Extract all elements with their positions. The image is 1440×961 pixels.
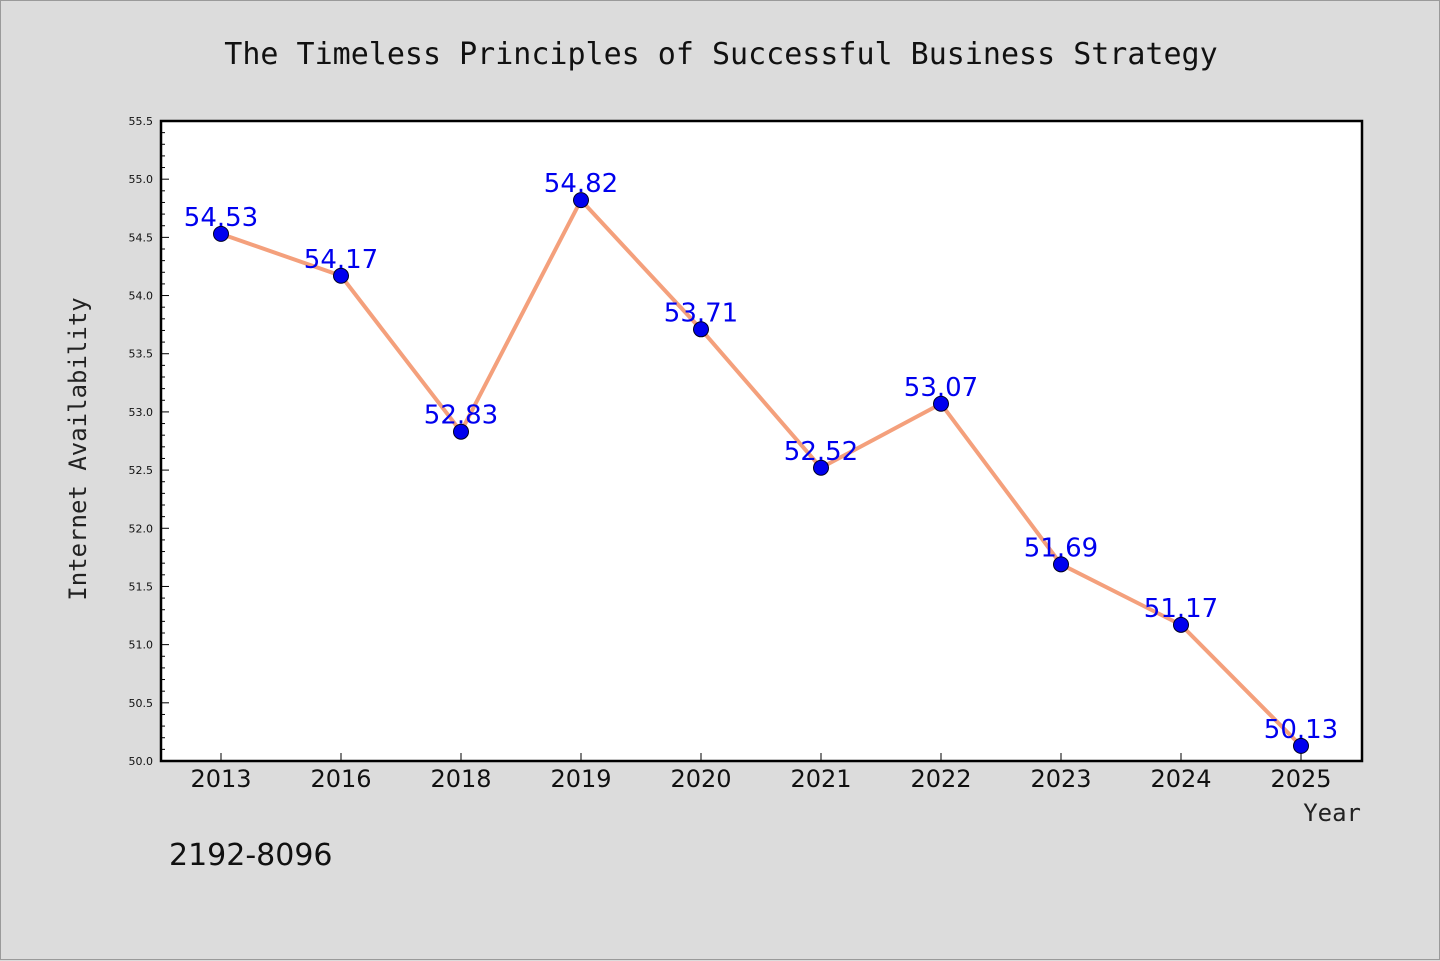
x-axis-label: Year [1303, 799, 1361, 827]
x-tick-label: 2020 [670, 765, 731, 793]
data-point [213, 225, 229, 242]
data-point [813, 459, 829, 476]
data-point [453, 423, 469, 440]
data-label: 51.69 [1024, 533, 1098, 563]
data-point [1173, 616, 1189, 633]
axis-ticks: 50.0 50.5 51.0 51.5 52.0 52.5 53.0 53.5 54.0 54.5… [129, 115, 1332, 793]
y-tick-label: 52.0 [129, 522, 154, 535]
data-label: 54.17 [304, 245, 378, 275]
y-axis-label: Internet Availability [64, 297, 92, 600]
data-label: 52.83 [424, 401, 498, 431]
data-label: 53.71 [664, 298, 738, 328]
plot-frame [159, 119, 1364, 763]
data-label: 53.07 [904, 373, 978, 403]
data-point [1053, 556, 1069, 573]
data-label: 51.17 [1144, 594, 1218, 624]
y-tick-label: 55.5 [129, 115, 154, 128]
data-label: 52.52 [784, 437, 858, 467]
data-label: 54.82 [544, 169, 618, 199]
series-layer: 54.53 54.17 52.83 54.82 53.71 52.52 53.07 51.69… [184, 169, 1338, 754]
data-point [1293, 737, 1309, 754]
x-tick-label: 2019 [550, 765, 611, 793]
data-point [333, 267, 349, 284]
y-tick-label: 50.0 [129, 755, 154, 768]
y-tick-label: 51.0 [129, 639, 154, 652]
x-tick-label: 2024 [1150, 765, 1211, 793]
series-line [219, 198, 1303, 748]
x-tick-label: 2022 [910, 765, 971, 793]
y-tick-label: 52.5 [129, 464, 154, 477]
data-point [693, 321, 709, 338]
data-label: 54.53 [184, 203, 258, 233]
x-tick-label: 2016 [310, 765, 371, 793]
plot-area [161, 121, 1362, 761]
data-point [573, 192, 589, 209]
y-tick-label: 53.0 [129, 406, 154, 419]
y-tick-label: 53.5 [129, 348, 154, 361]
y-tick-label: 54.5 [129, 231, 154, 244]
y-tick-label: 50.5 [129, 697, 154, 710]
y-tick-label: 55.0 [129, 173, 154, 186]
data-point [933, 395, 949, 412]
y-tick-label: 51.5 [129, 580, 154, 593]
data-label: 50.13 [1264, 715, 1338, 745]
x-tick-label: 2025 [1270, 765, 1331, 793]
x-tick-label: 2023 [1030, 765, 1091, 793]
x-tick-label: 2018 [430, 765, 491, 793]
y-tick-label: 54.0 [129, 290, 154, 303]
x-tick-label: 2013 [190, 765, 251, 793]
footnote-code: 2192-8096 [169, 838, 333, 873]
chart-title: The Timeless Principles of Successful Bu… [224, 37, 1217, 72]
x-tick-label: 2021 [790, 765, 851, 793]
